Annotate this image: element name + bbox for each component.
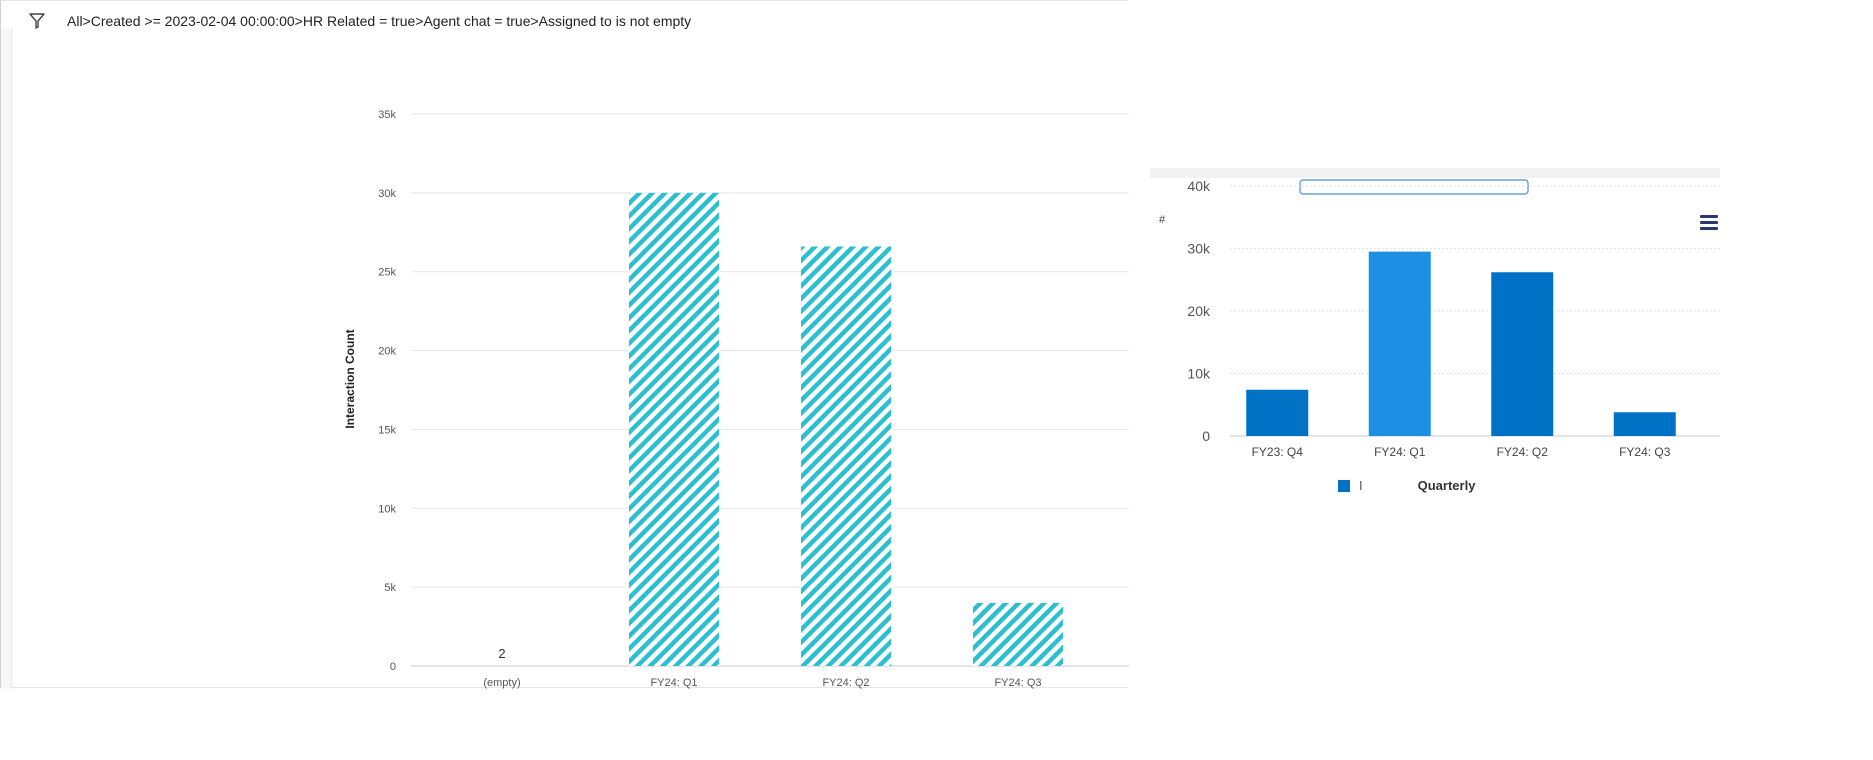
bar[interactable] [629, 192, 719, 666]
legend-title: Quarterly [1417, 478, 1476, 493]
bar[interactable] [973, 602, 1063, 666]
bar-data-labels: 2 [498, 646, 505, 661]
x-tick-label: FY23: Q4 [1252, 445, 1304, 459]
legend-swatch [1338, 479, 1350, 492]
left-report-panel: All>Created >= 2023-02-04 00:00:00>HR Re… [0, 0, 1129, 689]
bar[interactable] [1613, 412, 1676, 436]
y-tick-label: 10k [378, 503, 396, 515]
bar[interactable] [1246, 389, 1309, 436]
x-tick-label: FY24: Q3 [1619, 445, 1671, 459]
y-tick-label: 5k [384, 582, 396, 594]
y-axis-title: Interaction Count [343, 329, 357, 428]
x-tick-label: FY24: Q2 [1497, 445, 1549, 459]
y-tick-label: 0 [1202, 428, 1210, 444]
bars [457, 192, 1063, 667]
left-gutter [1, 29, 12, 689]
chart-header-strip [1150, 168, 1720, 178]
bar[interactable] [1368, 251, 1431, 436]
filter-breadcrumb-bar[interactable]: All>Created >= 2023-02-04 00:00:00>HR Re… [27, 9, 691, 33]
x-tick-label: FY24: Q2 [822, 677, 869, 689]
y-tick-label: 40k [1187, 178, 1211, 194]
quarterly-chart-panel: 0 10k 20k 30k 40k FY23: Q4 FY24: Q1 FY24: Q2 FY… [1150, 168, 1720, 508]
y-tick-label: 15k [378, 424, 396, 436]
chart-legend[interactable]: I Quarterly [1338, 478, 1475, 493]
y-tick-labels: 0 5k 10k 15k 20k 25k 30k 35k [378, 109, 396, 673]
bar[interactable] [1491, 272, 1554, 436]
y-tick-label: 30k [378, 188, 396, 200]
filter-condition-text[interactable]: All>Created >= 2023-02-04 00:00:00>HR Re… [67, 13, 692, 29]
bar[interactable] [801, 246, 891, 667]
bar-value-label: 2 [498, 646, 505, 661]
y-tick-label: 35k [378, 109, 396, 121]
y-tick-label: 30k [1187, 241, 1211, 257]
y-tick-labels: 0 10k 20k 30k 40k [1187, 178, 1211, 444]
interaction-count-bar-chart: 0 5k 10k 15k 20k 25k 30k 35k 2 (empty) FY24: Q1 F… [343, 109, 1129, 689]
range-selector-outline[interactable] [1299, 179, 1529, 195]
x-tick-labels: FY23: Q4 FY24: Q1 FY24: Q2 FY24: Q3 [1252, 445, 1671, 459]
y-tick-label: 25k [378, 267, 396, 279]
hamburger-menu-icon[interactable] [1700, 215, 1718, 231]
x-tick-label: (empty) [483, 677, 520, 689]
y-axis-title: # [1159, 214, 1166, 226]
x-tick-label: FY24: Q1 [1374, 445, 1426, 459]
legend-marker: I [1359, 478, 1363, 493]
x-tick-labels: (empty) FY24: Q1 FY24: Q2 FY24: Q3 [483, 677, 1041, 689]
x-tick-label: FY24: Q1 [650, 677, 697, 689]
bars [1246, 251, 1676, 436]
y-gridlines [411, 113, 1129, 667]
filter-icon[interactable] [27, 11, 47, 31]
y-tick-label: 20k [378, 346, 396, 358]
y-tick-label: 10k [1187, 366, 1211, 382]
y-tick-label: 20k [1187, 303, 1211, 319]
y-tick-label: 0 [390, 661, 396, 673]
x-tick-label: FY24: Q3 [994, 677, 1041, 689]
